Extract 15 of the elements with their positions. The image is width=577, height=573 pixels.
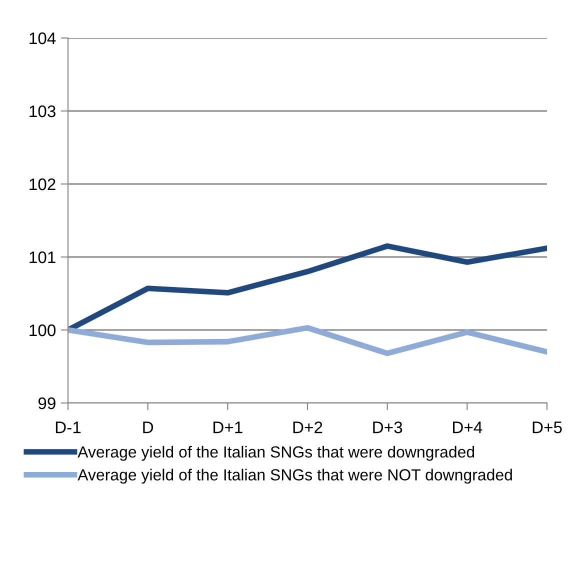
x-tick-label: D+1 bbox=[214, 422, 242, 434]
y-tick-label: 99 bbox=[38, 397, 56, 410]
y-tick-label: 102 bbox=[30, 178, 56, 190]
x-tick-label: D-1 bbox=[56, 422, 81, 434]
x-tick-label: D bbox=[143, 422, 154, 434]
legend-label: Average yield of the Italian SNGs that were downgraded bbox=[78, 446, 474, 461]
y-tick-label: 101 bbox=[30, 251, 56, 264]
x-tick-label: D+4 bbox=[453, 422, 482, 434]
y-tick-label: 103 bbox=[30, 105, 56, 118]
y-tick-label: 104 bbox=[30, 32, 56, 44]
x-tick-label: D+5 bbox=[532, 422, 562, 434]
x-tick-label: D+2 bbox=[293, 421, 322, 434]
x-tick-label: D+3 bbox=[373, 421, 402, 434]
legend-label: Average yield of the Italian SNGs that were NOT downgraded bbox=[78, 468, 512, 484]
y-tick-label: 100 bbox=[30, 324, 56, 336]
